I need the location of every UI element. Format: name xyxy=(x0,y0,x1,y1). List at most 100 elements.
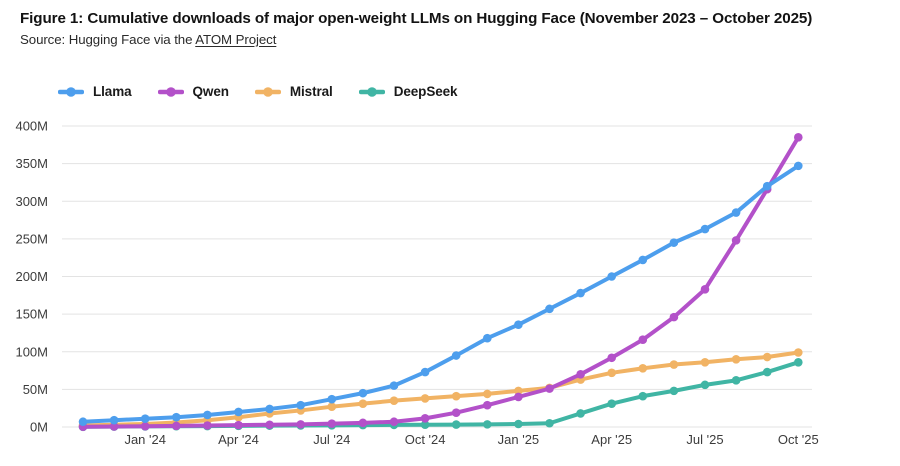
x-tick-oct25: Oct '25 xyxy=(778,432,819,447)
y-tick-150M: 150M xyxy=(15,307,48,322)
point-deepseek-aug25 xyxy=(731,376,741,385)
point-deepseek-jun25 xyxy=(669,386,679,396)
point-mistral-sep24 xyxy=(389,396,399,405)
source-text: Source: Hugging Face via the xyxy=(20,32,196,47)
legend-label-mistral: Mistral xyxy=(289,84,333,99)
point-qwen-apr24 xyxy=(234,420,243,430)
x-tick-oct24: Oct '24 xyxy=(405,432,446,447)
point-llama-oct24 xyxy=(420,367,430,377)
point-qwen-dec24 xyxy=(483,400,492,410)
x-tick-jul25: Jul '25 xyxy=(686,432,723,447)
legend-item-llama: Llama xyxy=(58,84,132,99)
legend-label-llama: Llama xyxy=(93,84,132,99)
point-qwen-jan25 xyxy=(514,392,523,402)
point-llama-may25 xyxy=(638,255,648,265)
point-qwen-may24 xyxy=(265,420,274,430)
point-qwen-nov24 xyxy=(451,408,461,418)
y-tick-250M: 250M xyxy=(15,231,48,246)
point-llama-feb25 xyxy=(545,304,554,314)
point-llama-nov24 xyxy=(451,351,461,360)
legend-label-qwen: Qwen xyxy=(192,84,229,99)
legend-marker-icon-mistral xyxy=(254,86,281,97)
x-tick-apr25: Apr '25 xyxy=(591,432,632,447)
point-deepseek-may25 xyxy=(638,391,648,401)
legend-item-mistral: Mistral xyxy=(254,84,333,99)
point-deepseek-jul25 xyxy=(700,380,710,390)
line-chart: 0M 50M 100M 150M 200M 250M 300M 350M 400M Jan '24… xyxy=(15,119,819,448)
point-mistral-oct24 xyxy=(420,394,430,403)
x-tick-jan25: Jan '25 xyxy=(498,432,540,447)
y-tick-400M: 400M xyxy=(15,119,48,134)
point-llama-jun24 xyxy=(296,400,306,410)
y-tick-300M: 300M xyxy=(15,194,48,209)
legend-item-qwen: Qwen xyxy=(157,84,229,99)
point-mistral-aug24 xyxy=(358,399,368,408)
line-llama xyxy=(81,163,801,424)
point-deepseek-apr25 xyxy=(607,399,616,408)
point-llama-mar25 xyxy=(576,288,585,298)
figure-source: Source: Hugging Face via the ATOM Projec… xyxy=(20,32,890,47)
point-llama-jan24 xyxy=(140,414,150,424)
point-llama-nov23 xyxy=(78,417,88,427)
point-deepseek-sep25 xyxy=(762,367,772,377)
point-llama-mar24 xyxy=(203,410,212,420)
point-llama-apr25 xyxy=(607,272,616,281)
point-llama-may24 xyxy=(265,404,274,414)
point-qwen-jul25 xyxy=(700,284,710,294)
series-qwen xyxy=(78,132,803,431)
x-tick-jan24: Jan '24 xyxy=(124,432,166,447)
point-mistral-may25 xyxy=(638,364,648,373)
point-llama-dec23 xyxy=(109,415,119,425)
point-mistral-jul24 xyxy=(327,402,337,411)
legend-marker-icon-qwen xyxy=(157,86,184,97)
point-llama-aug25 xyxy=(731,208,741,217)
y-tick-50M: 50M xyxy=(23,382,48,397)
point-qwen-apr25 xyxy=(607,353,616,363)
point-qwen-jul24 xyxy=(327,419,337,428)
chart-legend: Llama Qwen Mistral DeepSeek xyxy=(58,84,458,99)
series-llama xyxy=(78,161,803,427)
point-llama-sep25 xyxy=(762,181,772,191)
point-llama-jun25 xyxy=(669,238,679,247)
point-mistral-sep25 xyxy=(762,352,772,362)
point-deepseek-nov24 xyxy=(451,420,461,429)
point-llama-sep24 xyxy=(389,381,399,390)
point-mistral-dec24 xyxy=(483,389,492,399)
point-qwen-oct25 xyxy=(794,132,803,142)
y-tick-0M: 0M xyxy=(30,420,48,435)
legend-marker-icon-llama xyxy=(58,86,84,97)
point-qwen-oct24 xyxy=(420,414,430,423)
point-deepseek-mar25 xyxy=(576,409,585,418)
point-mistral-jun25 xyxy=(669,360,679,369)
point-llama-dec24 xyxy=(483,333,492,343)
point-llama-feb24 xyxy=(172,412,181,422)
point-qwen-dec23 xyxy=(109,422,119,431)
point-deepseek-dec24 xyxy=(483,420,492,429)
point-llama-apr24 xyxy=(234,407,243,417)
point-llama-aug24 xyxy=(358,388,368,398)
line-mistral xyxy=(81,350,801,428)
y-tick-350M: 350M xyxy=(15,156,48,171)
point-mistral-oct25 xyxy=(794,348,803,357)
line-qwen xyxy=(81,135,801,429)
point-qwen-mar24 xyxy=(203,421,212,430)
legend-marker-icon-deepseek xyxy=(358,86,385,97)
point-qwen-mar25 xyxy=(576,370,585,379)
point-mistral-aug25 xyxy=(731,354,741,364)
point-qwen-feb25 xyxy=(545,384,554,393)
point-mistral-jan25 xyxy=(514,386,523,396)
point-mistral-jul25 xyxy=(700,357,710,367)
point-qwen-feb24 xyxy=(172,421,181,431)
point-llama-jul25 xyxy=(700,224,710,234)
atom-project-link[interactable]: ATOM Project xyxy=(195,32,277,47)
point-deepseek-feb25 xyxy=(545,418,554,428)
point-llama-jul24 xyxy=(327,394,337,404)
point-qwen-aug25 xyxy=(731,236,741,245)
point-deepseek-jan25 xyxy=(514,419,523,429)
legend-item-deepseek: DeepSeek xyxy=(358,84,458,99)
point-qwen-may25 xyxy=(638,335,648,345)
figure-header: Figure 1: Cumulative downloads of major … xyxy=(20,10,890,47)
point-qwen-aug24 xyxy=(358,418,368,428)
y-tick-100M: 100M xyxy=(15,344,48,359)
point-llama-oct25 xyxy=(794,161,803,171)
